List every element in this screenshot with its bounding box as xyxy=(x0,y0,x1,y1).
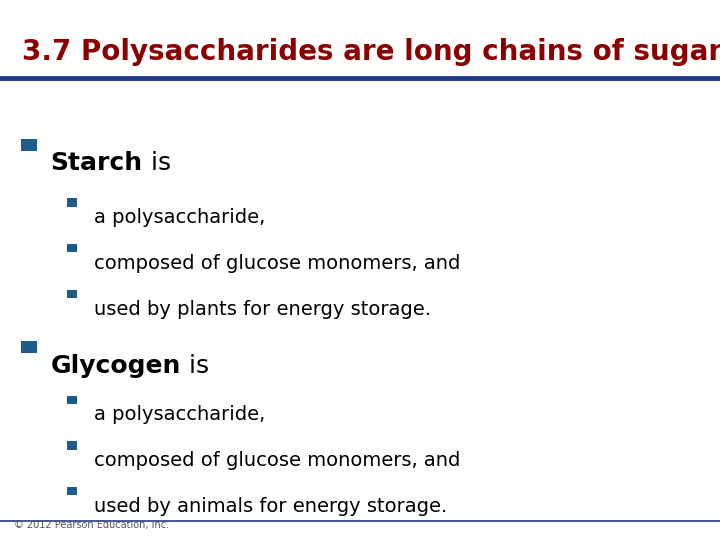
Text: is: is xyxy=(143,151,171,175)
FancyBboxPatch shape xyxy=(21,341,37,353)
Text: © 2012 Pearson Education, Inc.: © 2012 Pearson Education, Inc. xyxy=(14,520,169,530)
Text: a polysaccharide,: a polysaccharide, xyxy=(94,405,265,424)
FancyBboxPatch shape xyxy=(66,198,78,206)
Text: is: is xyxy=(181,354,209,377)
Text: used by plants for energy storage.: used by plants for energy storage. xyxy=(94,300,431,319)
Text: composed of glucose monomers, and: composed of glucose monomers, and xyxy=(94,254,460,273)
Text: composed of glucose monomers, and: composed of glucose monomers, and xyxy=(94,451,460,470)
FancyBboxPatch shape xyxy=(21,139,37,151)
FancyBboxPatch shape xyxy=(66,487,78,496)
FancyBboxPatch shape xyxy=(66,395,78,404)
Text: Starch: Starch xyxy=(50,151,143,175)
Text: 3.7 Polysaccharides are long chains of sugar units: 3.7 Polysaccharides are long chains of s… xyxy=(22,38,720,66)
Text: Glycogen: Glycogen xyxy=(50,354,181,377)
FancyBboxPatch shape xyxy=(66,291,78,298)
Text: a polysaccharide,: a polysaccharide, xyxy=(94,208,265,227)
Text: used by animals for energy storage.: used by animals for energy storage. xyxy=(94,497,447,516)
FancyBboxPatch shape xyxy=(66,442,78,449)
FancyBboxPatch shape xyxy=(66,244,78,252)
